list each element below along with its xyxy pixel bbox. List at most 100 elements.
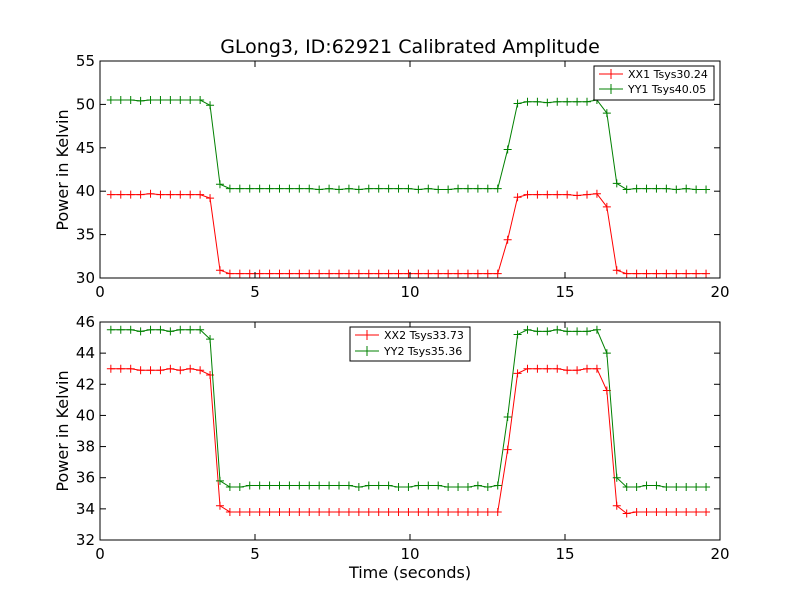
bottom-series-0-point	[186, 364, 195, 373]
top-series-1-point	[354, 185, 363, 194]
top-ytick-label: 55	[76, 52, 95, 70]
bottom-series-1-point	[424, 481, 433, 490]
bottom-plot-ticks: 0 5 10 15 20 32 34 36 38 40 42 44 46	[76, 313, 730, 563]
top-series-1-point	[325, 184, 334, 193]
bottom-series-0-point	[285, 507, 294, 516]
bottom-series-1-point	[503, 412, 512, 421]
bottom-series-0-point	[503, 445, 512, 454]
top-plot-legend: XX1 Tsys30.24 YY1 Tsys40.05	[593, 65, 715, 101]
bottom-series-1-point	[344, 481, 353, 490]
top-series-0-point	[245, 269, 254, 278]
bottom-series-1-point	[672, 483, 681, 492]
top-series-0-point	[196, 190, 205, 199]
bottom-series-0-point	[463, 507, 472, 516]
top-ytick-label: 45	[76, 139, 95, 157]
top-series-0-point	[493, 269, 502, 278]
top-series-1-point	[335, 185, 344, 194]
top-series-0-point	[295, 269, 304, 278]
bottom-series-1-point	[116, 325, 125, 334]
top-series-1-point	[166, 96, 175, 105]
top-series-1-point	[364, 184, 373, 193]
top-series-0-point	[275, 269, 284, 278]
bottom-series-1-point	[463, 483, 472, 492]
top-series-1-point	[543, 98, 552, 107]
top-series-1-point	[404, 184, 413, 193]
top-series-0-point	[702, 269, 711, 278]
bottom-xtick-label: 15	[555, 545, 574, 563]
bottom-series-1-point	[215, 476, 224, 485]
top-series-0-point	[612, 266, 621, 275]
bottom-series-1-point	[156, 325, 165, 334]
bottom-series-1-point	[662, 483, 671, 492]
bottom-series-0-point	[295, 507, 304, 516]
bottom-series-0-point	[136, 366, 145, 375]
top-legend-marker-xx1	[606, 69, 616, 79]
bottom-series-1-point	[404, 483, 413, 492]
bottom-series-0-point	[404, 507, 413, 516]
bottom-series-0-point	[414, 507, 423, 516]
top-series-1-point	[573, 97, 582, 106]
top-series-1-point	[156, 96, 165, 105]
bottom-series-0-point	[583, 364, 592, 373]
bottom-series-1-point	[573, 327, 582, 336]
top-plot: 0 5 10 15 20 30 35 40 45 50 55 Power in Kelvin XX1…	[53, 52, 730, 301]
bottom-series-1-point	[186, 325, 195, 334]
bottom-series-0-point	[682, 507, 691, 516]
top-series-1-point	[642, 184, 651, 193]
top-series-0-point	[463, 269, 472, 278]
bottom-series-1-point	[384, 481, 393, 490]
bottom-plot-ylabel: Power in Kelvin	[53, 370, 72, 491]
top-series-1-point	[692, 185, 701, 194]
top-series-0-point	[344, 269, 353, 278]
top-series-0-point	[513, 193, 522, 202]
top-series-0-point	[573, 191, 582, 200]
top-xtick-label: 20	[710, 283, 729, 301]
top-plot-ylabel: Power in Kelvin	[53, 109, 72, 230]
top-series-1-point	[533, 97, 542, 106]
bottom-series-1-point	[473, 481, 482, 490]
top-series-0-point	[592, 189, 601, 198]
bottom-series-1-point	[513, 330, 522, 339]
top-series-0-point	[176, 190, 185, 199]
top-series-0-point	[424, 269, 433, 278]
top-series-1-point	[295, 184, 304, 193]
top-series-1-point	[662, 184, 671, 193]
top-xtick-label: 10	[400, 283, 419, 301]
top-series-1-point	[235, 184, 244, 193]
top-ytick-label: 35	[76, 226, 95, 244]
top-series-1-point	[434, 185, 443, 194]
top-series-1-point	[146, 96, 155, 105]
bottom-series-1-point	[434, 481, 443, 490]
top-series-1-point	[126, 96, 135, 105]
bottom-series-0-point	[632, 507, 641, 516]
top-series-1-point	[186, 96, 195, 105]
top-series-1-point	[583, 97, 592, 106]
bottom-ytick-label: 42	[76, 375, 95, 393]
bottom-series-0-point	[444, 507, 453, 516]
top-series-0-point	[503, 235, 512, 244]
top-series-1-point	[523, 97, 532, 106]
bottom-xtick-label: 5	[250, 545, 260, 563]
top-series-0-point	[225, 269, 234, 278]
bottom-series-0-point	[235, 507, 244, 516]
bottom-series-1-point	[553, 325, 562, 334]
bottom-series-0-point	[156, 366, 165, 375]
top-series-0-point	[632, 269, 641, 278]
top-series-0-point	[106, 190, 115, 199]
bottom-series-1-point	[146, 325, 155, 334]
bottom-series-1-point	[364, 481, 373, 490]
bottom-series-1-point	[543, 327, 552, 336]
bottom-series-0-point	[563, 366, 572, 375]
top-series-0-point	[265, 269, 274, 278]
top-series-1-point	[682, 184, 691, 193]
bottom-series-1-point	[196, 325, 205, 334]
top-legend-label-yy1: YY1 Tsys40.05	[627, 83, 706, 96]
top-series-1-point	[116, 96, 125, 105]
top-series-1-point	[424, 184, 433, 193]
top-ytick-label: 30	[76, 269, 95, 287]
bottom-series-0-point	[196, 366, 205, 375]
top-series-1-point	[473, 184, 482, 193]
bottom-series-0-point	[473, 507, 482, 516]
top-series-0-point	[255, 269, 264, 278]
top-series-1-point	[483, 184, 492, 193]
